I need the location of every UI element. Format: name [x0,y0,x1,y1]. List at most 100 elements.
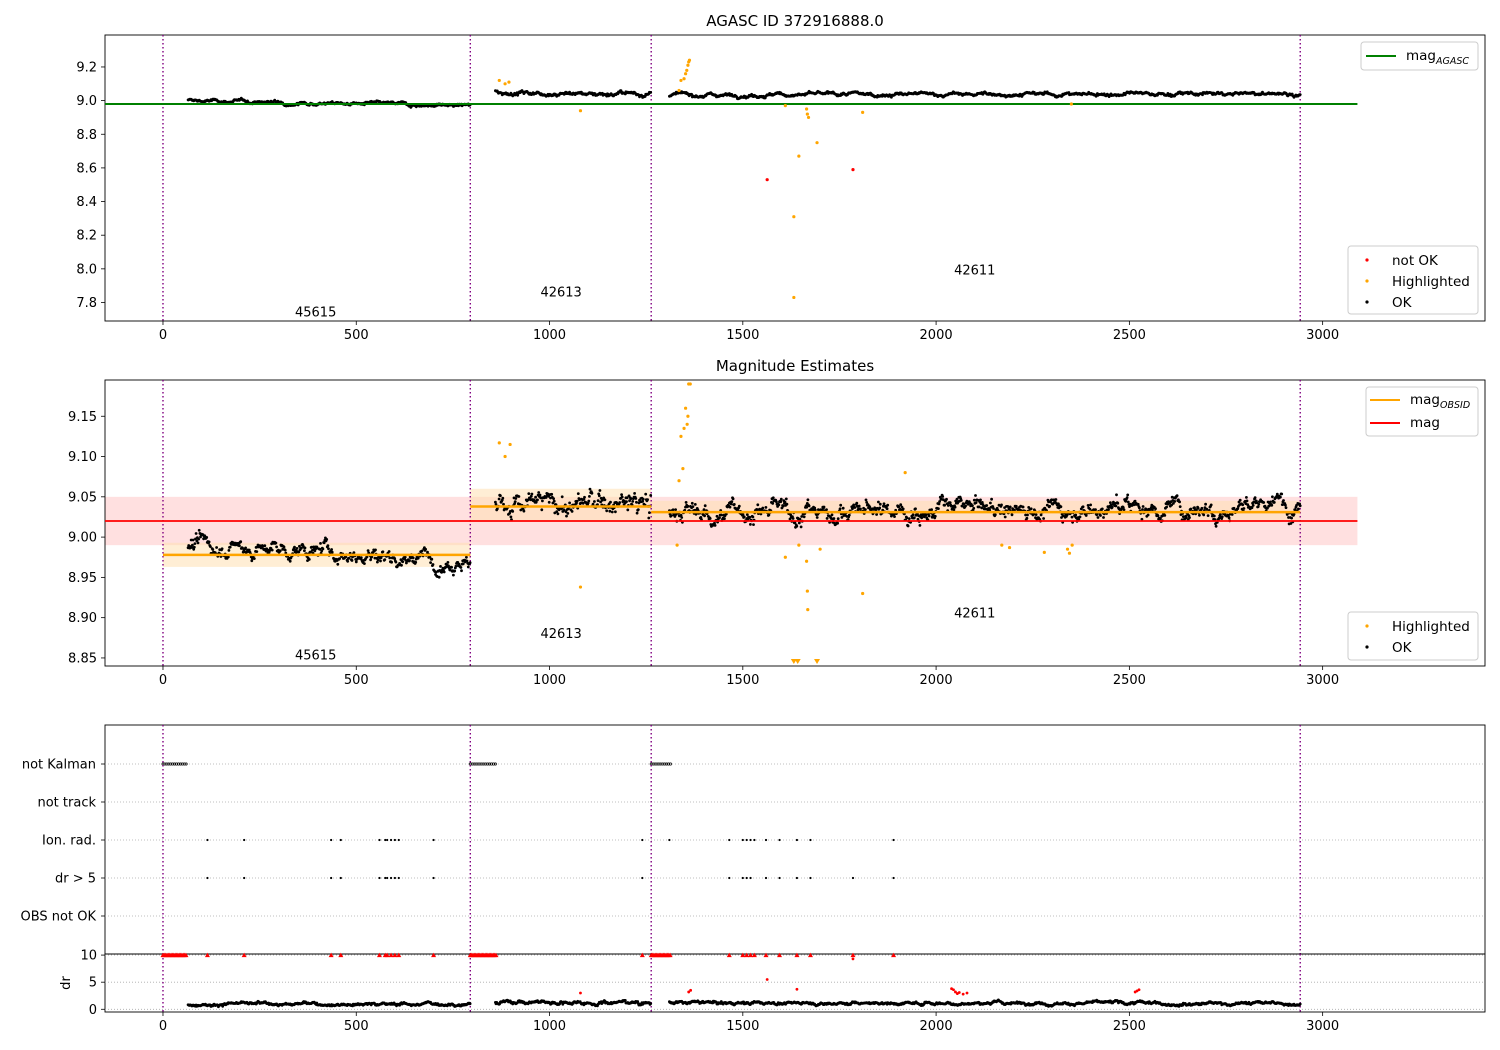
panel2-ok-point [424,547,427,551]
panel2-ok-point [980,501,984,504]
panel1-xtick-label: 1500 [726,328,759,343]
panel2-clipped-point [794,658,801,664]
panel2-ok-point [625,496,629,500]
panel2-ok-point [964,504,967,508]
panel2-ok-point [724,512,728,516]
panel1-highlighted-point [686,63,690,67]
panel2-ok-point [293,545,296,549]
panel3-flag-point [339,876,342,880]
panel2-ok-point [1256,505,1260,508]
panel1-not-ok-point [765,178,769,182]
panel2-ok-point [376,560,379,564]
panel2-ok-point [1146,513,1150,517]
panel2-ok-point [193,542,197,545]
panel2-ok-point [1045,503,1049,507]
panel2-ok-point [326,544,330,548]
panel3-flag-point [243,838,246,842]
panel1-highlighted-point [815,141,819,145]
panel2-ok-point [1042,517,1045,520]
panel2-ok-point [647,516,651,520]
panel2-ok-point [684,501,688,504]
panel2-ok-point [1003,515,1007,519]
panel2-ok-point [1060,516,1063,519]
panel2-ok-point [1250,506,1254,510]
panel2-ok-point [1014,504,1018,508]
panel2-ok-point [1238,498,1242,502]
panel2-highlighted-point [861,591,865,596]
panel2-ok-point [283,548,287,552]
panel2-legend-ok-marker [1365,645,1369,649]
panel2-ok-point [442,570,446,574]
panel1-highlighted-point [507,80,511,84]
panel2-ok-point [813,508,817,512]
panel2-obsid-label: 45615 [295,649,336,664]
panel2-ok-point [1284,506,1288,510]
panel1-highlighted-point [1069,102,1073,106]
panel2-ok-point [536,498,539,502]
panel2-ok-point [756,503,760,507]
panel2-ok-point [1251,504,1255,507]
panel1-highlighted-point [497,78,501,83]
panel2-xtick-label: 2000 [920,673,953,688]
panel2-ok-point [560,507,563,511]
panel1-highlighted-point [792,215,796,219]
panel3-flag-point [745,838,748,842]
panel2-ok-point [465,555,468,559]
panel2-ok-point [403,555,407,559]
panel2-ok-point [1257,502,1261,506]
panel2-ok-point [906,524,910,528]
panel2-ok-point [1271,495,1274,499]
panel3-flag-point [778,876,781,880]
panel2-ok-point [352,551,356,554]
panel2-ok-point [220,547,224,551]
panel2-ok-point [252,557,256,560]
panel2-ok-point [741,513,745,516]
panel2-ok-point [1219,513,1222,516]
panel2-legend-ok-label: OK [1392,640,1413,656]
panel2-ok-point [748,515,752,519]
panel2-ok-point [1290,516,1293,520]
panel3-flag-point [389,876,393,880]
panel2-ok-point [439,565,442,568]
panel2-ok-point [626,508,630,512]
panel2-ok-point [865,501,869,504]
panel2-ok-point [742,515,746,519]
panel2-ok-point [255,550,259,553]
panel2-ok-point [1227,516,1231,520]
panel2-ok-point [941,495,945,498]
panel2-ok-point [840,516,844,519]
panel2-ok-point [209,545,212,548]
panel2-ok-point [745,513,749,516]
panel2-ok-point [420,549,424,553]
panel2-ok-point [993,513,997,517]
panel2-ok-point [428,555,432,559]
panel1-xtick-label: 2500 [1113,328,1146,343]
panel2-ok-point [1006,505,1010,508]
panel2-ok-point [1122,508,1126,512]
panel2-ok-point [881,508,885,512]
panel2-ok-point [590,491,594,495]
panel2-ok-point [749,523,752,526]
panel2-ok-point [691,505,695,508]
panel2-ok-point [955,497,959,501]
panel2-ok-point [452,573,455,577]
panel2-ok-point [598,489,602,492]
panel2-ok-point [1298,504,1302,508]
panel3-flag-point [384,838,387,842]
panel2-ok-point [405,561,408,565]
panel2-ok-point [1100,507,1104,511]
panel2-ok-point [603,498,607,502]
panel2-ok-point [575,499,579,503]
panel2-ok-point [912,516,916,520]
panel2-ok-point [1262,501,1266,504]
panel2-ok-point [446,561,450,564]
panel2-ok-point [1102,516,1105,519]
panel1-xtick-label: 0 [159,328,167,343]
panel2-ok-point [393,557,397,561]
panel3-flag-point [741,876,744,880]
panel3-flag-point [339,838,342,842]
panel2-ok-point [1272,501,1276,504]
panel2-ok-point [953,505,957,509]
panel2-ok-point [715,514,719,518]
